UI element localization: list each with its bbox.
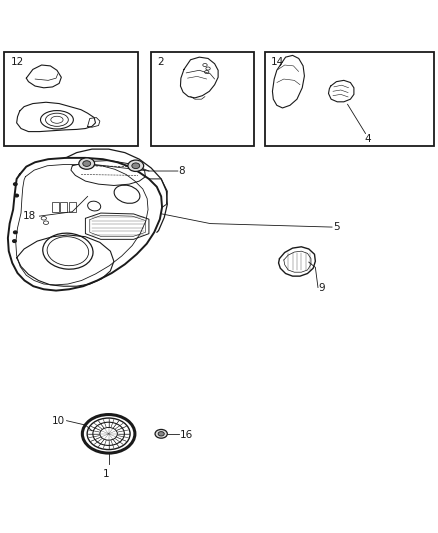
Ellipse shape [14,183,17,185]
Text: 4: 4 [364,134,371,144]
Text: 1: 1 [102,469,110,479]
Text: 14: 14 [271,57,284,67]
Ellipse shape [14,231,17,233]
Text: 9: 9 [319,282,325,293]
Ellipse shape [155,430,167,438]
Ellipse shape [13,240,16,243]
Text: 10: 10 [52,416,65,426]
Bar [4,52,138,146]
Bar [52,202,59,212]
Text: 2: 2 [157,57,163,67]
Ellipse shape [83,161,91,166]
Ellipse shape [79,158,95,169]
Bar [69,202,76,212]
Ellipse shape [128,160,144,172]
Text: 16: 16 [180,430,193,440]
Bar [265,52,434,146]
Text: 5: 5 [333,222,339,232]
Text: 8: 8 [179,166,185,176]
Text: 12: 12 [11,57,24,67]
Text: 18: 18 [23,211,36,221]
Ellipse shape [158,432,164,436]
Bar [60,202,67,212]
Bar [151,52,254,146]
Ellipse shape [15,194,18,197]
Ellipse shape [132,163,140,168]
